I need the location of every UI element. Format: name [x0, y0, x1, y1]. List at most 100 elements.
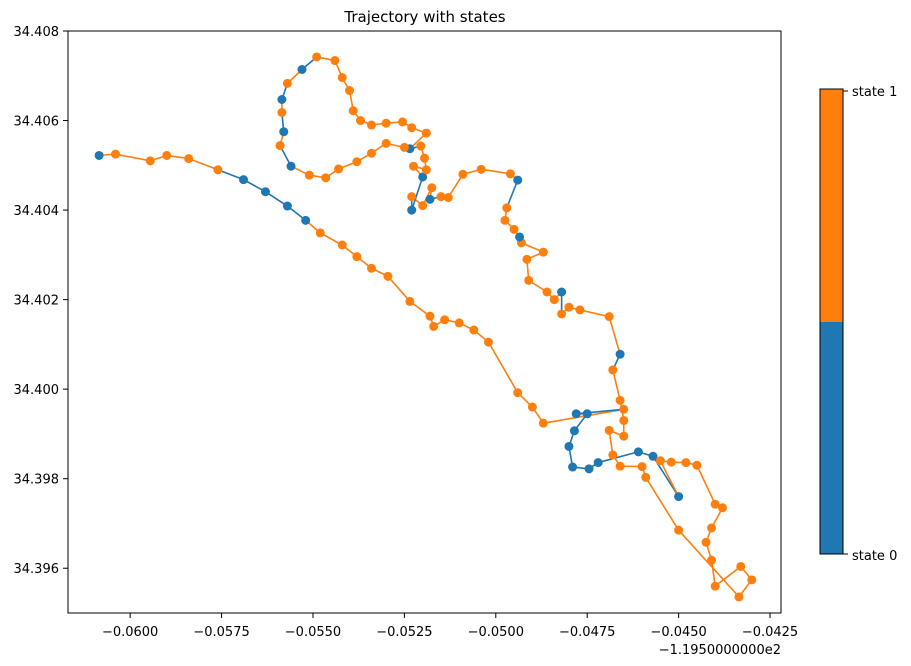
- point-state-1: [162, 150, 172, 160]
- point-state-0: [615, 349, 625, 359]
- point-state-1: [352, 252, 362, 262]
- point-state-0: [279, 127, 289, 137]
- point-state-0: [584, 464, 594, 474]
- y-tick-label: 34.398: [14, 473, 60, 488]
- point-state-1: [407, 192, 417, 202]
- point-state-1: [524, 275, 534, 285]
- point-state-1: [637, 462, 647, 472]
- point-state-1: [604, 425, 614, 435]
- trajectory-segment: [612, 369, 621, 401]
- point-state-1: [542, 287, 552, 297]
- trajectory-segment: [410, 176, 424, 211]
- chart-title: Trajectory with states: [343, 8, 505, 26]
- point-state-1: [707, 523, 717, 533]
- y-tick-label: 34.400: [14, 383, 60, 398]
- colorbar: state 1 state 0: [819, 85, 897, 564]
- point-state-1: [145, 156, 155, 166]
- trajectory-segment: [487, 341, 519, 394]
- y-tick-label: 34.408: [14, 25, 60, 40]
- trajectory-segment: [481, 168, 511, 175]
- point-state-1: [522, 254, 532, 264]
- point-state-1: [312, 52, 322, 62]
- x-tick-label: −0.0600: [102, 625, 158, 640]
- trajectory-segment: [645, 476, 680, 531]
- point-state-1: [615, 395, 625, 405]
- plot-area: [68, 31, 781, 613]
- point-state-1: [454, 318, 464, 328]
- point-state-1: [619, 431, 629, 441]
- point-state-1: [575, 305, 585, 315]
- point-state-1: [418, 201, 428, 211]
- point-state-0: [564, 441, 574, 451]
- point-state-1: [213, 165, 223, 175]
- point-state-1: [469, 325, 479, 335]
- point-state-1: [710, 581, 720, 591]
- point-state-1: [717, 503, 727, 513]
- point-state-1: [282, 78, 292, 88]
- point-state-1: [111, 149, 121, 159]
- point-state-0: [633, 447, 643, 457]
- point-state-1: [513, 388, 523, 398]
- point-state-1: [666, 457, 676, 467]
- point-state-1: [356, 116, 366, 126]
- x-tick-label: −0.0475: [559, 625, 615, 640]
- point-state-1: [275, 141, 285, 151]
- trajectory-segment: [579, 309, 610, 318]
- point-state-1: [500, 215, 510, 225]
- point-state-0: [94, 150, 104, 160]
- trajectory-segment: [115, 153, 151, 162]
- point-state-1: [527, 402, 537, 412]
- point-state-1: [692, 460, 702, 470]
- point-state-1: [557, 309, 567, 319]
- x-tick-label: −0.0450: [650, 625, 706, 640]
- point-state-0: [425, 194, 435, 204]
- point-state-1: [736, 561, 746, 571]
- point-state-0: [282, 201, 292, 211]
- y-tick-label: 34.406: [14, 115, 60, 130]
- point-state-0: [557, 287, 567, 297]
- point-state-1: [502, 203, 512, 213]
- point-state-1: [538, 247, 548, 257]
- x-axis: −0.0600 −0.0575 −0.0550 −0.0525 −0.0500 −0.04…: [102, 613, 798, 640]
- point-state-0: [582, 409, 592, 419]
- point-state-1: [304, 170, 314, 180]
- x-tick-label: −0.0500: [468, 625, 524, 640]
- y-tick-label: 34.402: [14, 294, 60, 309]
- plot-frame: [67, 30, 782, 614]
- trajectory-segment: [447, 173, 464, 198]
- point-state-1: [429, 321, 439, 331]
- point-state-1: [184, 154, 194, 164]
- point-state-1: [421, 165, 431, 175]
- x-tick-label: −0.0550: [285, 625, 341, 640]
- point-state-1: [505, 169, 515, 179]
- colorbar-frame: [819, 88, 844, 555]
- point-state-1: [407, 123, 417, 133]
- point-state-1: [366, 148, 376, 158]
- point-state-0: [239, 175, 249, 185]
- y-tick-label: 34.404: [14, 204, 60, 219]
- point-state-0: [260, 187, 270, 197]
- point-state-1: [416, 141, 426, 151]
- point-state-1: [421, 128, 431, 138]
- point-state-1: [681, 458, 691, 468]
- point-state-1: [427, 183, 437, 193]
- point-state-0: [301, 215, 311, 225]
- point-state-0: [571, 409, 581, 419]
- point-state-1: [707, 555, 717, 565]
- point-state-0: [648, 451, 658, 461]
- trajectory-segment: [608, 316, 621, 355]
- y-axis: 34.396 34.398 34.400 34.402 34.404 34.406 34.4…: [14, 25, 68, 577]
- trajectory-segment: [659, 460, 680, 497]
- point-state-0: [515, 232, 525, 242]
- point-state-1: [398, 117, 408, 127]
- point-state-1: [277, 107, 287, 117]
- trajectory-segment: [217, 169, 244, 181]
- point-state-1: [564, 302, 574, 312]
- point-state-0: [297, 65, 307, 75]
- point-state-1: [443, 193, 453, 203]
- colorbar-label-state-0: state 0: [852, 549, 897, 564]
- point-state-1: [383, 271, 393, 281]
- point-state-1: [337, 73, 347, 83]
- point-state-1: [641, 472, 651, 482]
- x-tick-label: −0.0525: [376, 625, 432, 640]
